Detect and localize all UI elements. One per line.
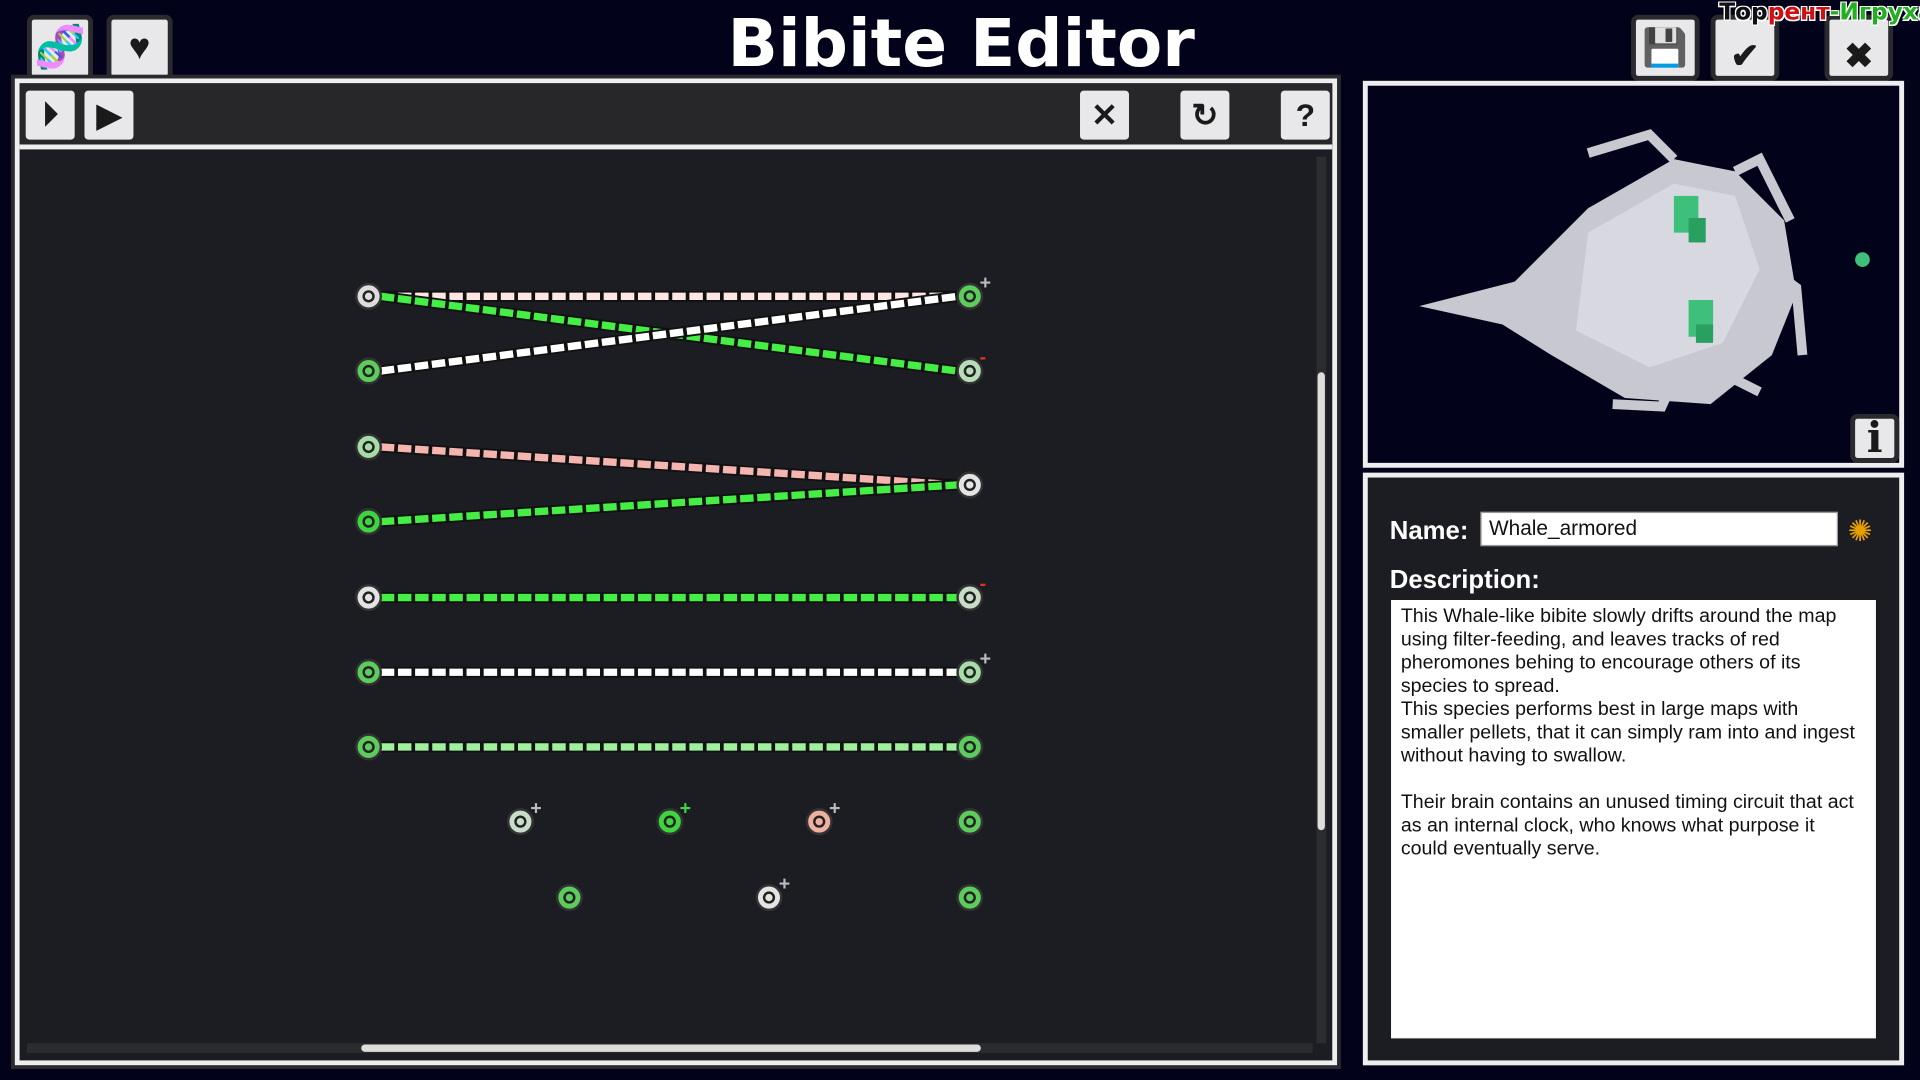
neuron-icon [813, 815, 826, 828]
watermark-part: -Игруха.Орг [1829, 0, 1920, 26]
neuron-icon [762, 891, 776, 904]
tools-icon: ✖ [1844, 36, 1874, 75]
neuron-icon [663, 815, 676, 828]
output-neuron[interactable] [956, 357, 984, 385]
neuron-icon [362, 666, 375, 679]
output-neuron[interactable] [956, 584, 984, 612]
synapse-link[interactable] [380, 443, 958, 489]
neuron-icon [362, 440, 375, 454]
hidden-neuron[interactable] [755, 884, 783, 912]
neuron-badge: - [980, 573, 987, 595]
randomize-name-button[interactable]: ✺ [1848, 514, 1873, 550]
watermark-part: рент [1767, 0, 1830, 26]
watermark-part: Тор [1719, 0, 1768, 26]
dna-icon: 🧬 [34, 24, 86, 72]
synapse-link[interactable] [380, 292, 959, 375]
vertical-scrollbar-track[interactable] [1316, 156, 1327, 1044]
dice-icon: ✺ [1847, 515, 1873, 549]
confirm-button[interactable]: ✔ [1710, 14, 1780, 81]
neuron-icon [963, 591, 976, 604]
hidden-neuron[interactable] [555, 884, 583, 912]
neuron-icon [963, 891, 976, 904]
hidden-neuron[interactable] [956, 808, 984, 836]
input-neuron[interactable] [355, 433, 383, 461]
help-icon: ? [1295, 96, 1316, 133]
neuron-icon [362, 290, 375, 303]
step-one-icon: ⏵ [42, 95, 59, 133]
step-button[interactable]: ⏵ [25, 90, 75, 140]
neuron-icon [514, 815, 527, 828]
input-neuron[interactable] [355, 584, 383, 612]
output-neuron[interactable] [956, 282, 984, 310]
info-icon: i [1866, 413, 1883, 463]
synapse-link[interactable] [380, 292, 959, 375]
bibite-preview: i [1362, 80, 1905, 468]
hidden-neuron[interactable] [956, 884, 984, 912]
clear-links-icon: ✕ [1091, 96, 1118, 133]
genes-tab-button[interactable]: 🧬 [26, 14, 94, 81]
save-button[interactable]: 💾 [1631, 14, 1700, 81]
input-neuron[interactable] [355, 282, 383, 310]
vertical-scrollbar-thumb[interactable] [1317, 372, 1325, 831]
tools-button[interactable]: ✖ [1824, 14, 1894, 81]
play-button[interactable]: ▶ [84, 90, 134, 140]
description-label: Description: [1389, 565, 1540, 594]
hidden-neuron[interactable] [656, 808, 684, 836]
neuron-badge: - [980, 347, 987, 369]
neuron-badge: + [530, 797, 541, 819]
reset-icon: ↻ [1191, 96, 1219, 133]
help-button[interactable]: ? [1280, 90, 1330, 140]
name-input[interactable] [1480, 511, 1838, 547]
name-label: Name: [1389, 516, 1469, 545]
neuron-icon [963, 290, 976, 303]
editor-toolbar: ⏵ ▶ ✕ ↻ ? [19, 83, 1333, 150]
play-icon: ▶ [96, 96, 122, 133]
bibite-info-panel: Name: ✺ Description: This Whale-like bib… [1362, 472, 1905, 1066]
synapse-link[interactable] [380, 481, 958, 526]
neuron-icon [963, 364, 976, 378]
neuron-icon [362, 515, 375, 528]
watermark: Торрент-Игруха.Орг [1719, 0, 1920, 24]
hidden-neuron[interactable] [805, 808, 833, 836]
neuron-icon [963, 478, 976, 492]
input-neuron[interactable] [355, 508, 383, 536]
reset-button[interactable]: ↻ [1180, 90, 1230, 140]
horizontal-scrollbar-track[interactable] [26, 1043, 1313, 1054]
brain-icon: ♥ [128, 26, 151, 68]
page-title: Bibite Editor [727, 4, 1195, 83]
save-icon: 💾 [1642, 27, 1689, 68]
neuron-icon [963, 740, 976, 754]
brain-tab-button[interactable]: ♥ [106, 14, 173, 81]
neuron-icon [362, 591, 375, 604]
checkmark-icon: ✔ [1730, 36, 1760, 75]
description-textarea[interactable]: This Whale-like bibite slowly drifts aro… [1391, 600, 1876, 1039]
input-neuron[interactable] [355, 658, 383, 686]
neuron-icon [362, 740, 375, 754]
horizontal-scrollbar-thumb[interactable] [361, 1044, 981, 1052]
input-neuron[interactable] [355, 357, 383, 385]
neuron-badge: + [829, 797, 840, 819]
clear-links-button[interactable]: ✕ [1080, 90, 1129, 140]
neuron-icon [963, 666, 976, 679]
neuron-badge: + [680, 797, 691, 819]
output-neuron[interactable] [956, 471, 984, 499]
neuron-icon [563, 891, 576, 904]
output-neuron[interactable] [956, 658, 984, 686]
info-button[interactable]: i [1850, 413, 1900, 463]
neuron-badge: + [980, 272, 991, 294]
neuron-icon [963, 815, 976, 828]
neuron-badge: + [779, 873, 790, 895]
bibite-sprite [1419, 129, 1870, 412]
brain-editor-panel: ⏵ ▶ ✕ ↻ ? [11, 74, 1341, 1069]
output-neuron[interactable] [956, 733, 984, 761]
neuron-badge: + [980, 648, 991, 670]
input-neuron[interactable] [355, 733, 383, 761]
hidden-neuron[interactable] [506, 808, 534, 836]
neuron-icon [362, 364, 375, 378]
